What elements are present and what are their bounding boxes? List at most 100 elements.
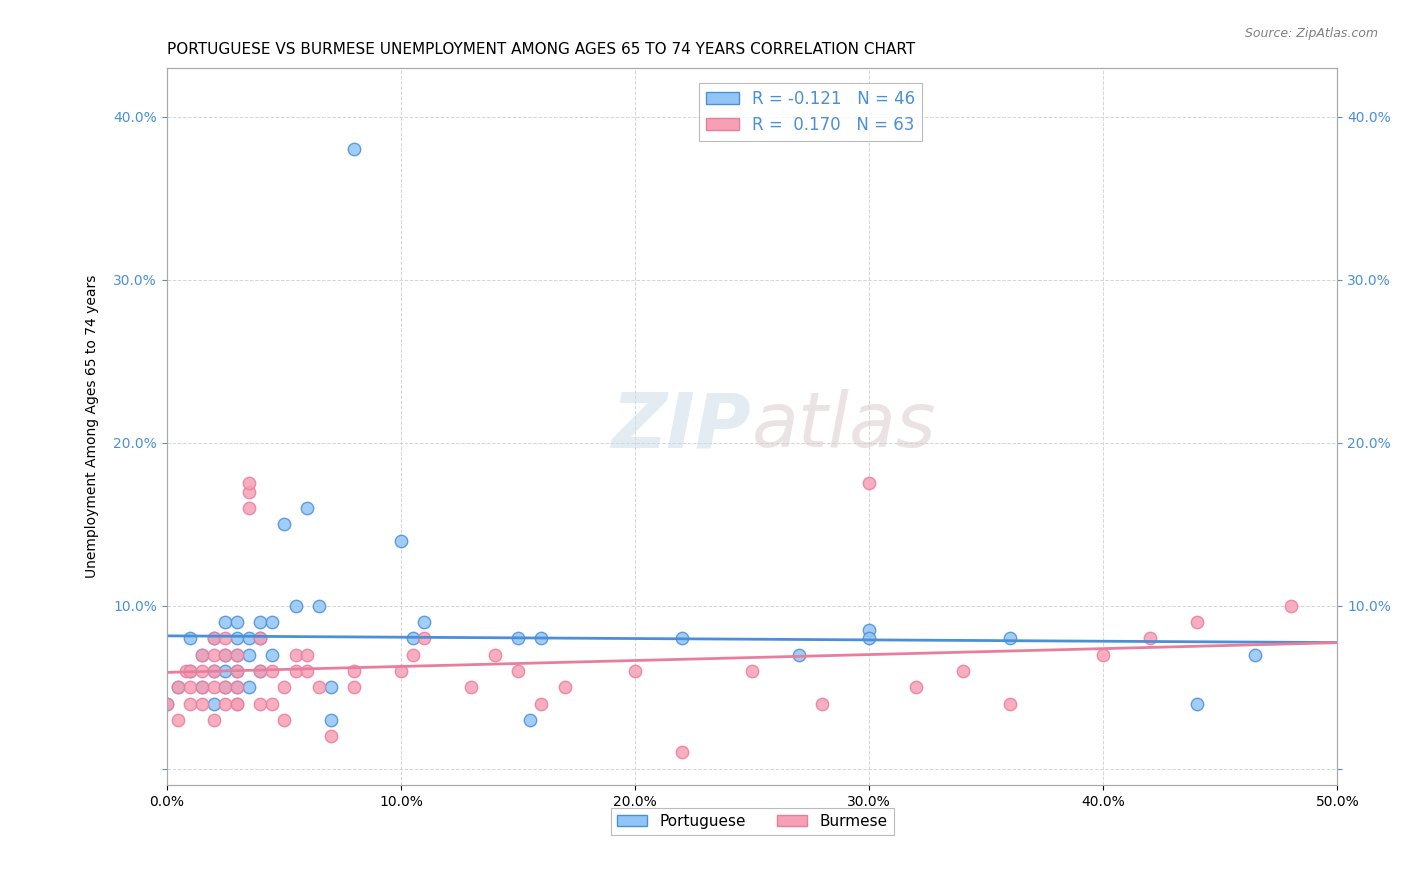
Point: [238, 648, 260, 662]
Point: [226, 680, 249, 694]
Point: [202, 632, 225, 646]
Legend: Portuguese, Burmese: Portuguese, Burmese: [610, 807, 894, 835]
Point: [214, 680, 236, 694]
Point: [226, 664, 249, 678]
Point: [998, 697, 1021, 711]
Point: [226, 632, 249, 646]
Point: [214, 632, 236, 646]
Point: [343, 680, 366, 694]
Point: [1279, 599, 1302, 613]
Point: [413, 615, 436, 629]
Point: [167, 713, 190, 727]
Point: [284, 599, 307, 613]
Point: [308, 599, 330, 613]
Point: [156, 697, 179, 711]
Point: [284, 664, 307, 678]
Point: [202, 664, 225, 678]
Point: [401, 632, 423, 646]
Point: [226, 697, 249, 711]
Point: [249, 664, 271, 678]
Point: [319, 680, 342, 694]
Point: [741, 664, 763, 678]
Point: [191, 664, 214, 678]
Point: [174, 664, 197, 678]
Point: [167, 680, 190, 694]
Point: [179, 680, 201, 694]
Point: [787, 648, 810, 662]
Point: [297, 500, 319, 515]
Point: [249, 664, 271, 678]
Point: [671, 632, 693, 646]
Text: PORTUGUESE VS BURMESE UNEMPLOYMENT AMONG AGES 65 TO 74 YEARS CORRELATION CHART: PORTUGUESE VS BURMESE UNEMPLOYMENT AMONG…: [167, 42, 915, 57]
Point: [262, 697, 284, 711]
Point: [1185, 615, 1208, 629]
Text: ZIP: ZIP: [613, 390, 752, 463]
Point: [506, 664, 529, 678]
Point: [413, 632, 436, 646]
Point: [308, 680, 330, 694]
Point: [343, 664, 366, 678]
Point: [226, 664, 249, 678]
Point: [202, 697, 225, 711]
Point: [858, 623, 880, 637]
Point: [214, 680, 236, 694]
Point: [238, 500, 260, 515]
Point: [297, 648, 319, 662]
Text: Source: ZipAtlas.com: Source: ZipAtlas.com: [1244, 27, 1378, 40]
Point: [214, 697, 236, 711]
Point: [554, 680, 576, 694]
Point: [226, 615, 249, 629]
Point: [858, 476, 880, 491]
Point: [202, 632, 225, 646]
Point: [191, 680, 214, 694]
Point: [179, 664, 201, 678]
Point: [530, 697, 553, 711]
Point: [191, 648, 214, 662]
Point: [1244, 648, 1267, 662]
Point: [262, 648, 284, 662]
Point: [519, 713, 541, 727]
Point: [214, 648, 236, 662]
Point: [238, 680, 260, 694]
Point: [179, 697, 201, 711]
Point: [506, 632, 529, 646]
Point: [226, 697, 249, 711]
Point: [202, 648, 225, 662]
Point: [238, 476, 260, 491]
Point: [214, 648, 236, 662]
Point: [401, 648, 423, 662]
Point: [167, 680, 190, 694]
Point: [214, 615, 236, 629]
Point: [904, 680, 927, 694]
Point: [858, 632, 880, 646]
Point: [249, 615, 271, 629]
Point: [671, 746, 693, 760]
Point: [202, 713, 225, 727]
Point: [226, 680, 249, 694]
Point: [460, 680, 482, 694]
Point: [484, 648, 506, 662]
Point: [191, 648, 214, 662]
Point: [191, 680, 214, 694]
Point: [319, 729, 342, 743]
Point: [238, 632, 260, 646]
Point: [273, 517, 295, 532]
Point: [343, 142, 366, 156]
Point: [1092, 648, 1115, 662]
Point: [226, 648, 249, 662]
Y-axis label: Unemployment Among Ages 65 to 74 years: Unemployment Among Ages 65 to 74 years: [86, 275, 100, 578]
Point: [284, 648, 307, 662]
Point: [262, 664, 284, 678]
Point: [389, 664, 412, 678]
Point: [214, 664, 236, 678]
Point: [249, 632, 271, 646]
Point: [273, 713, 295, 727]
Point: [952, 664, 974, 678]
Point: [998, 632, 1021, 646]
Point: [249, 632, 271, 646]
Point: [811, 697, 834, 711]
Text: atlas: atlas: [752, 390, 936, 463]
Point: [1139, 632, 1161, 646]
Point: [191, 697, 214, 711]
Point: [156, 697, 179, 711]
